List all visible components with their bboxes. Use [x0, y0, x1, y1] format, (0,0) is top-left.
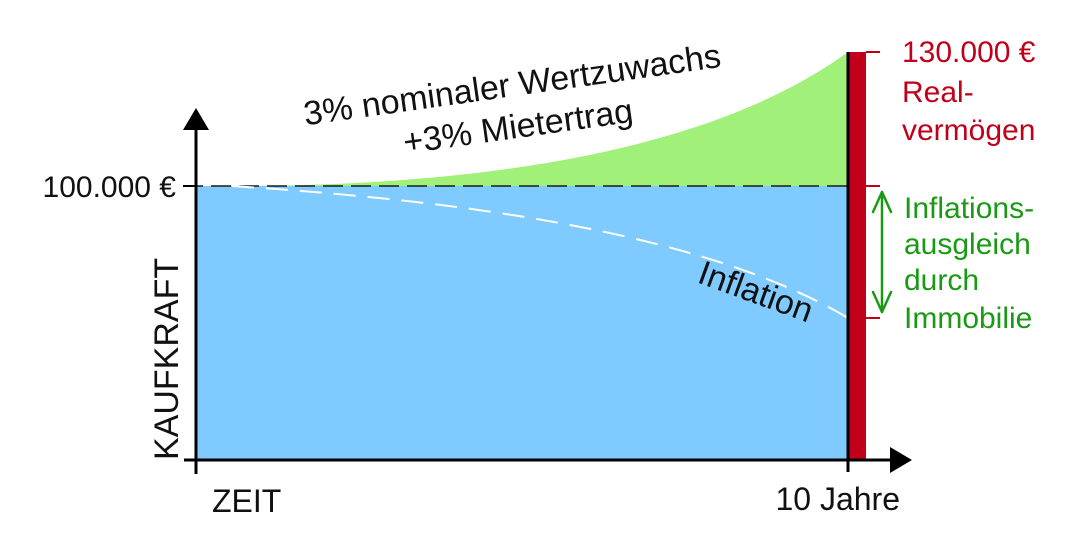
start-value-label: 100.000 €: [43, 171, 177, 204]
inflation-offset-labels: Inflations- ausgleich durch Immobilie: [904, 192, 1034, 335]
x-axis-start-label: ZEIT: [212, 483, 281, 519]
inflation-curve: [231, 185, 849, 319]
real-value-bar: [848, 52, 866, 460]
kaufkraft-area: [196, 186, 848, 460]
y-axis-label: KAUFKRAFT: [148, 258, 186, 460]
offset-line4: Immobilie: [904, 302, 1032, 335]
y-axis-arrowhead: [183, 108, 209, 130]
offset-line2: ausgleich: [904, 228, 1031, 261]
real-value-line2: vermögen: [902, 114, 1035, 147]
growth-area: [232, 52, 848, 186]
x-axis-arrowhead: [890, 447, 912, 473]
offset-double-arrow: [871, 190, 893, 314]
offset-line1: Inflations-: [904, 192, 1034, 225]
real-value-amount: 130.000 €: [902, 36, 1036, 69]
offset-line3: durch: [904, 264, 979, 297]
real-value-line1: Real-: [902, 76, 974, 109]
x-axis-end-label: 10 Jahre: [775, 481, 900, 517]
real-value-labels: 130.000 € Real- vermögen: [902, 36, 1036, 147]
